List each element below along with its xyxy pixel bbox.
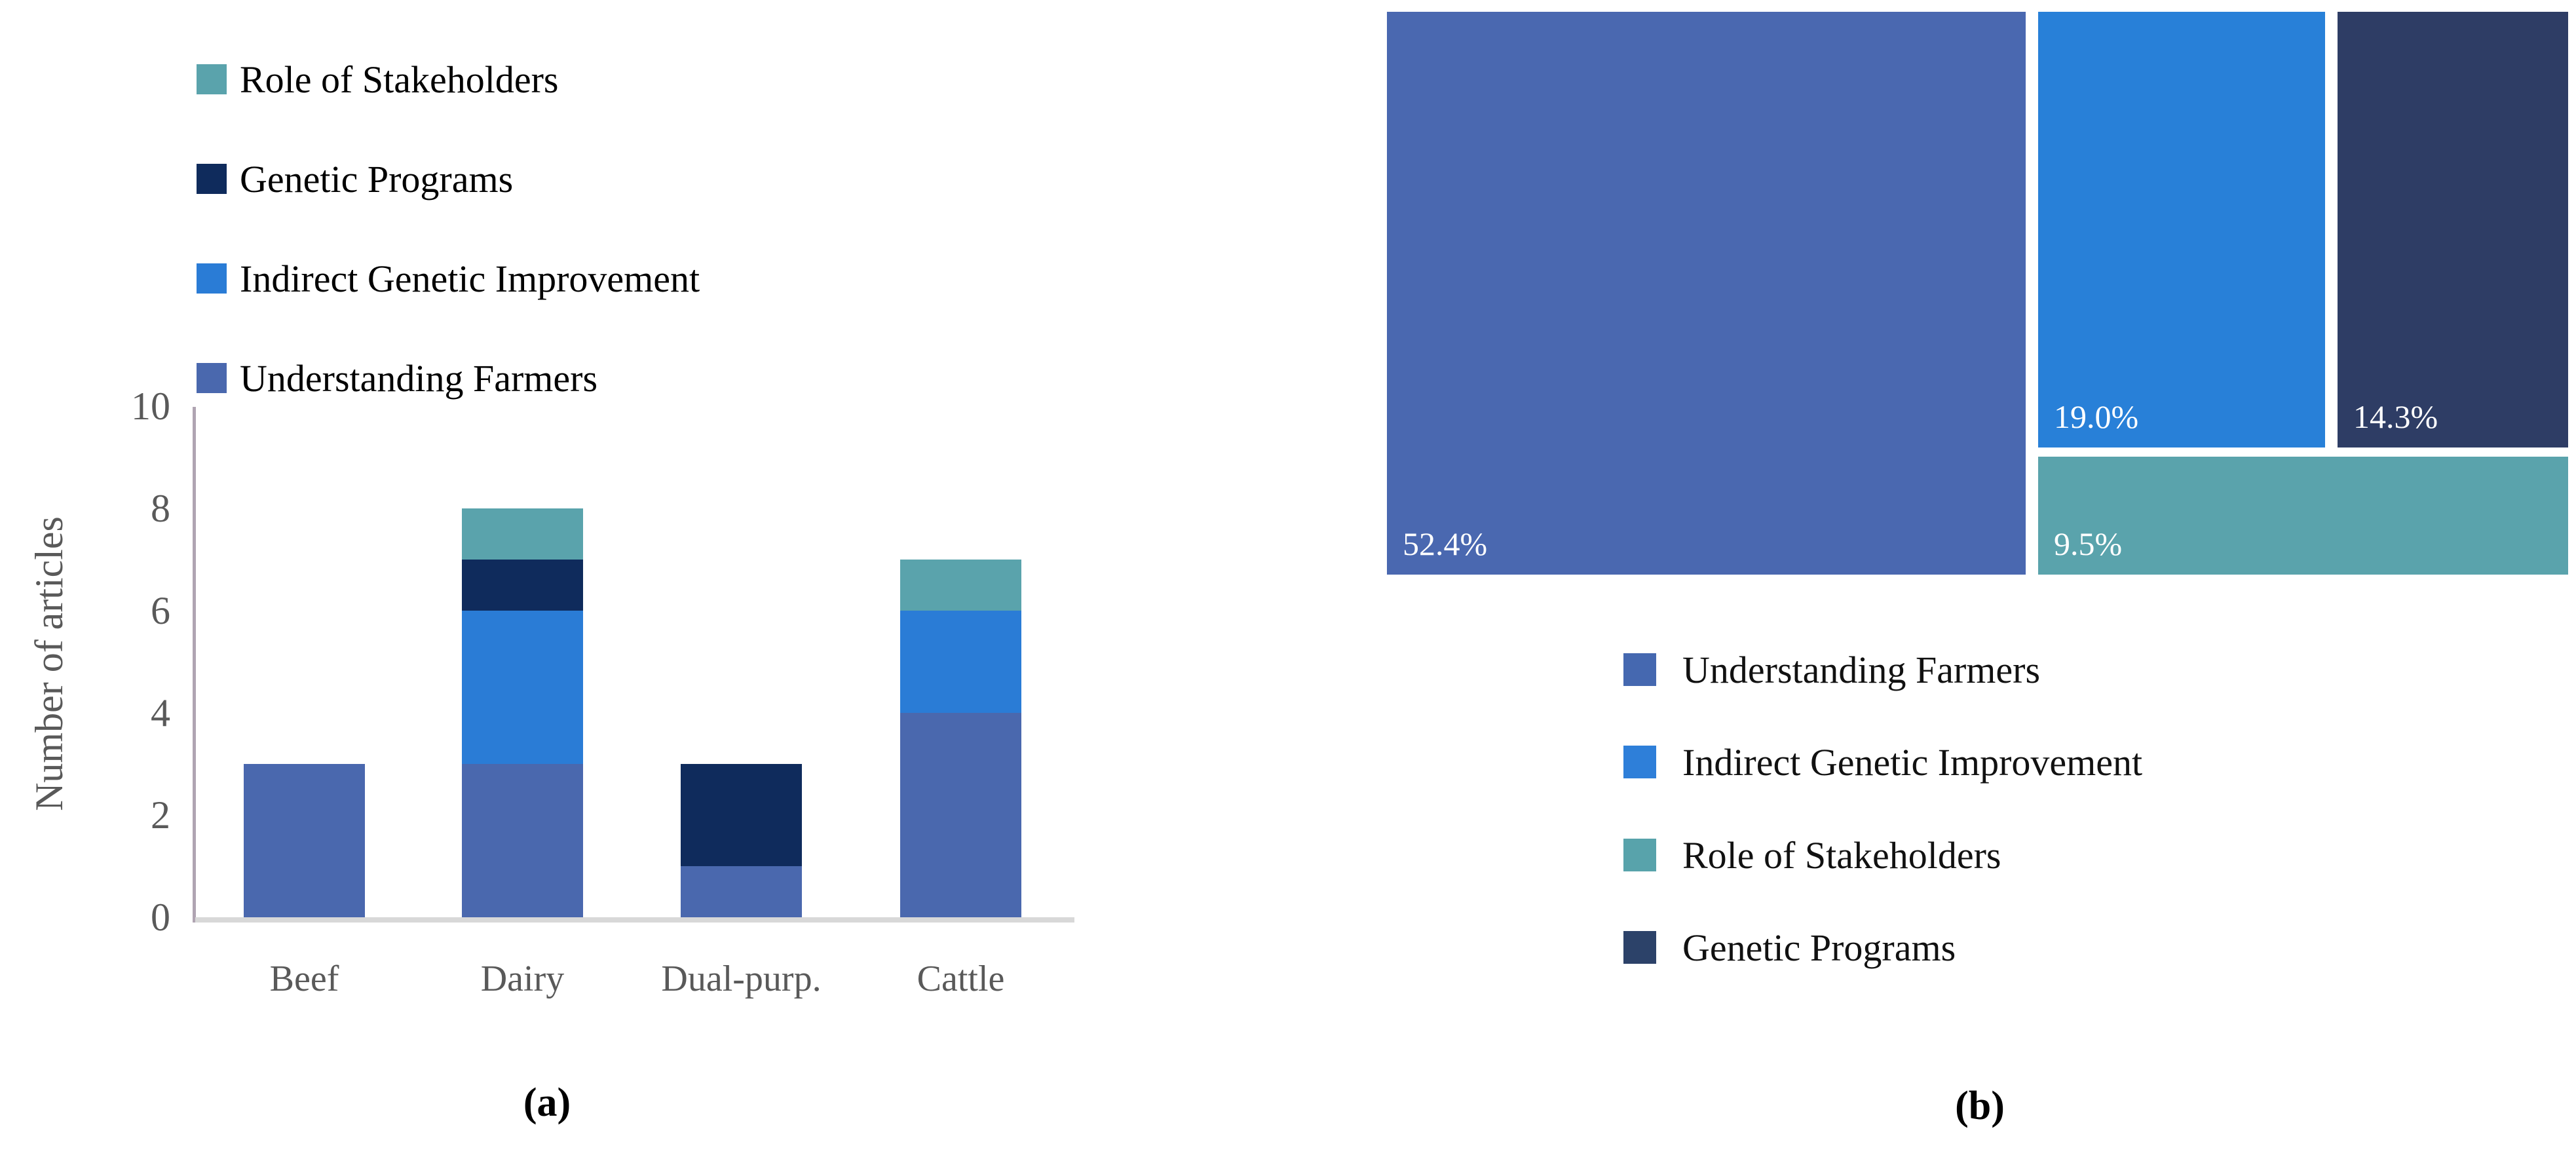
bar-segment-cattle-role_of_stakeholders — [900, 560, 1021, 611]
bar-segment-cattle-understanding_farmers — [900, 713, 1021, 917]
legend-swatch-understanding-farmers-icon — [1623, 653, 1656, 686]
treemap-percent-label: 14.3% — [2353, 398, 2438, 435]
legend-label: Genetic Programs — [240, 157, 514, 200]
bar-segment-dual-purp--genetic_programs — [681, 764, 802, 866]
legend-swatch-indirect-genetic-improvement-icon — [1623, 746, 1656, 778]
legend-swatch-role-of-stakeholders-icon — [1623, 839, 1656, 871]
bar-segment-dairy-role_of_stakeholders — [462, 508, 583, 560]
y-tick-label: 0 — [151, 896, 170, 939]
bar-segment-dual-purp--understanding_farmers — [681, 866, 802, 917]
treemap-percent-label: 19.0% — [2054, 398, 2139, 435]
treemap-block-indirect_genetic_improvement: 19.0% — [2038, 12, 2325, 447]
treemap-block-genetic_programs: 14.3% — [2338, 12, 2568, 447]
y-tick-label: 2 — [151, 793, 170, 837]
y-axis-title: Number of articles — [28, 516, 71, 811]
x-axis-label-dual-purp-: Dual-purp. — [661, 959, 822, 999]
legend-swatch-role-of-stakeholders-icon — [197, 64, 227, 94]
legend-label: Understanding Farmers — [240, 356, 598, 400]
caption-panel-a: (a) — [523, 1080, 571, 1125]
bar-segment-dairy-indirect_genetic_improvement — [462, 611, 583, 764]
caption-panel-b: (b) — [1955, 1084, 2005, 1128]
legend-item-genetic-programs: Genetic Programs — [1623, 923, 1956, 972]
legend-item-genetic-programs: Genetic Programs — [197, 155, 513, 202]
y-axis-line — [193, 407, 196, 923]
y-tick-label: 4 — [151, 691, 170, 734]
treemap-block-understanding_farmers: 52.4% — [1387, 12, 2026, 575]
legend-item-role-of-stakeholders: Role of Stakeholders — [197, 56, 558, 103]
x-axis-label-cattle: Cattle — [917, 959, 1005, 999]
legend-item-role-of-stakeholders: Role of Stakeholders — [1623, 831, 2001, 879]
y-tick-label: 10 — [131, 385, 170, 428]
legend-swatch-indirect-genetic-improvement-icon — [197, 263, 227, 294]
legend-label: Indirect Genetic Improvement — [240, 257, 700, 300]
legend-swatch-genetic-programs-icon — [1623, 931, 1656, 964]
legend-swatch-genetic-programs-icon — [197, 164, 227, 194]
legend-label: Indirect Genetic Improvement — [1682, 740, 2143, 784]
legend-item-understanding-farmers: Understanding Farmers — [197, 354, 597, 402]
bar-segment-dairy-genetic_programs — [462, 560, 583, 611]
legend-label: Understanding Farmers — [1682, 648, 2041, 691]
treemap-block-role_of_stakeholders: 9.5% — [2038, 457, 2568, 575]
y-tick-label: 6 — [151, 589, 170, 632]
x-axis-label-beef: Beef — [269, 959, 339, 999]
legend-label: Genetic Programs — [1682, 926, 1956, 969]
treemap-percent-label: 52.4% — [1403, 525, 1488, 562]
x-axis-label-dairy: Dairy — [480, 959, 565, 999]
legend-swatch-understanding-farmers-icon — [197, 363, 227, 393]
y-tick-label: 8 — [151, 487, 170, 530]
bar-segment-cattle-indirect_genetic_improvement — [900, 611, 1021, 713]
x-axis-line — [195, 917, 1074, 923]
legend-item-understanding-farmers: Understanding Farmers — [1623, 645, 2040, 694]
bar-segment-dairy-understanding_farmers — [462, 764, 583, 917]
legend-label: Role of Stakeholders — [240, 58, 559, 101]
bar-segment-beef-understanding_farmers — [244, 764, 365, 917]
treemap-percent-label: 9.5% — [2054, 525, 2123, 562]
legend-item-indirect-genetic-improvement: Indirect Genetic Improvement — [197, 255, 700, 302]
legend-item-indirect-genetic-improvement: Indirect Genetic Improvement — [1623, 738, 2142, 786]
legend-label: Role of Stakeholders — [1682, 833, 2001, 877]
